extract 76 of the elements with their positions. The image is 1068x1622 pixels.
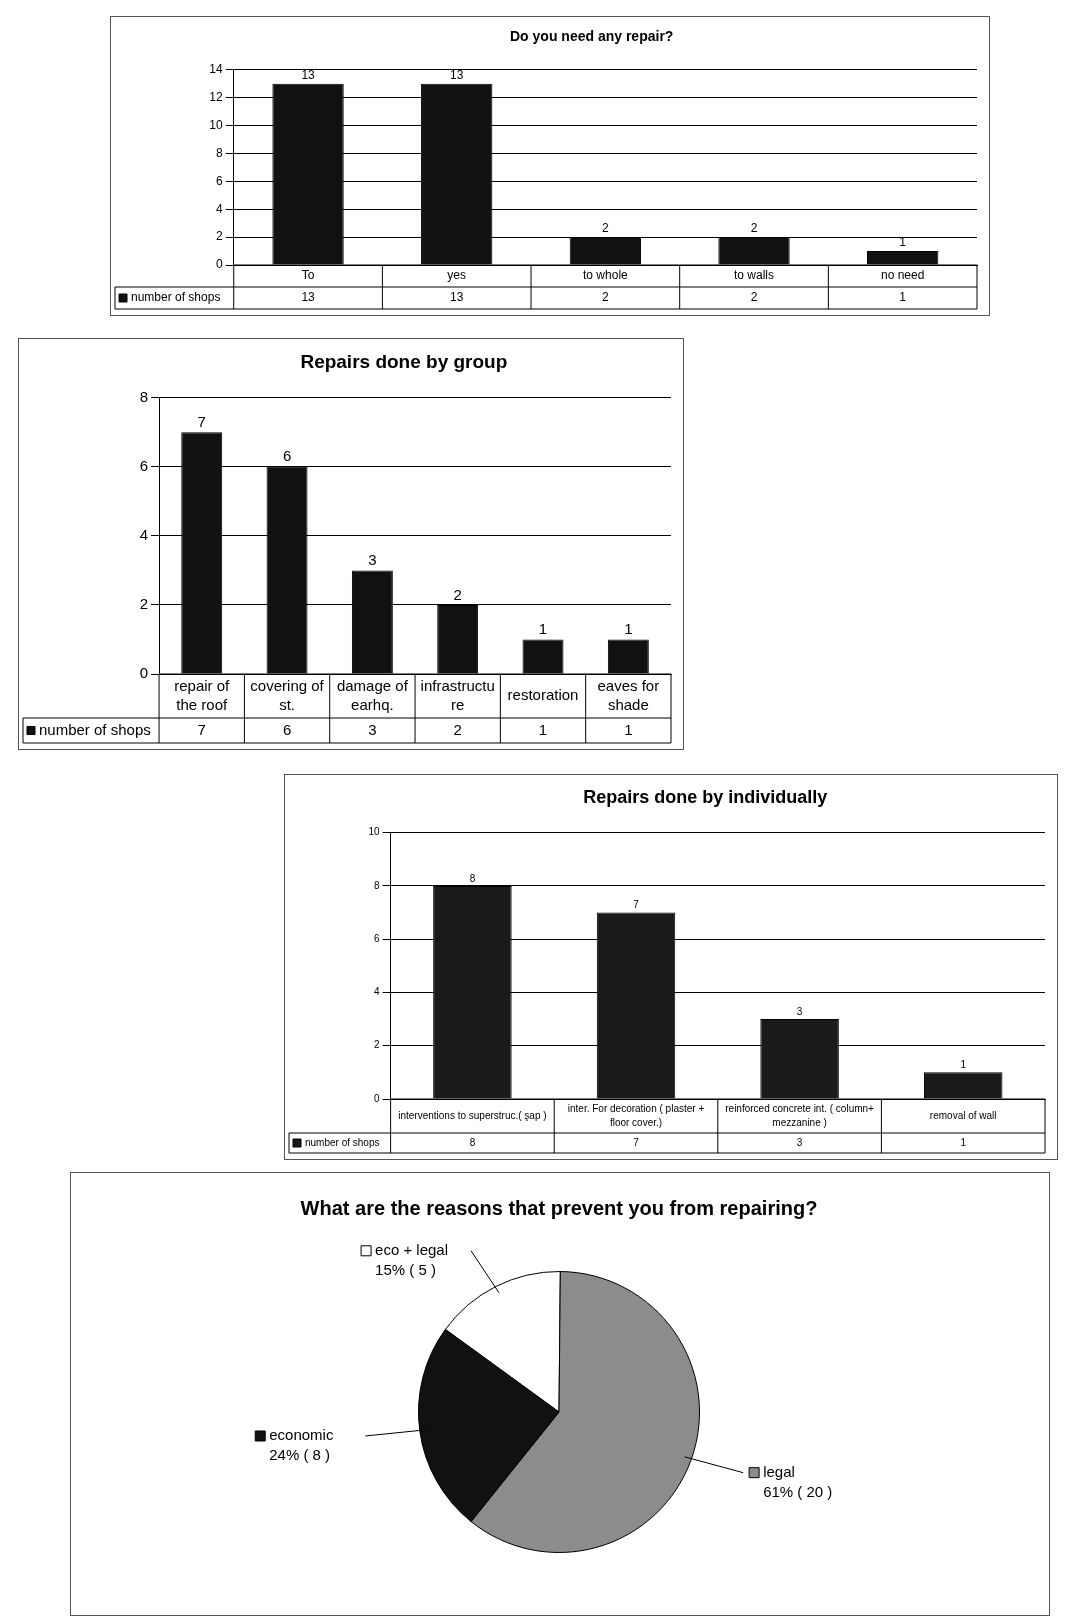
data-label: 1	[538, 720, 548, 738]
legend-label: eco + legal	[375, 1240, 449, 1258]
x-tick-label: no need	[880, 268, 925, 283]
annotation: 1	[960, 1059, 967, 1071]
annotation: 7	[197, 412, 206, 430]
y-tick-label: 0	[216, 257, 224, 272]
y-tick-label: 6	[216, 173, 224, 188]
x-tick-label: repair of the roof	[174, 676, 231, 713]
legend-label: number of shops	[131, 290, 221, 305]
data-label: 1	[960, 1136, 967, 1148]
annotation: 3	[796, 1005, 803, 1017]
x-tick-label: infrastructure	[420, 676, 495, 713]
y-tick-label: 2	[216, 229, 224, 244]
y-tick-label: 4	[139, 526, 149, 544]
y-tick-label: 4	[216, 201, 224, 216]
data-label: 1	[624, 720, 633, 738]
annotation: 2	[750, 221, 758, 236]
y-tick-label: 2	[374, 1039, 381, 1051]
data-label: 6	[282, 720, 292, 738]
x-tick-label: interventions to superstruc.( şap )	[398, 1109, 547, 1121]
data-label: 3	[796, 1136, 803, 1148]
data-label: 7	[633, 1136, 640, 1148]
data-label: 13	[450, 290, 464, 305]
y-tick-label: 2	[139, 595, 149, 613]
chart-title: What are the reasons that prevent you from repairing?	[300, 1196, 818, 1219]
annotation: 1	[624, 620, 633, 638]
data-label: 3	[368, 720, 377, 738]
y-tick-label: 10	[368, 826, 381, 838]
chart-title: Do you need any repair?	[510, 28, 674, 45]
data-label: 2	[750, 290, 758, 305]
annotation: 6	[282, 447, 292, 465]
y-tick-label: 10	[209, 117, 224, 132]
x-tick-label: covering of st.	[250, 676, 325, 713]
annotation: 2	[453, 585, 462, 603]
y-tick-label: 0	[139, 664, 149, 682]
data-label: 8	[469, 1136, 476, 1148]
annotation: 13	[301, 68, 316, 83]
data-label: 1	[899, 290, 907, 305]
annotation: 13	[450, 68, 464, 83]
y-tick-label: 4	[374, 986, 381, 998]
annotation: 3	[368, 551, 377, 569]
legend-label: legal	[763, 1462, 795, 1480]
data-label: 2	[602, 290, 610, 305]
y-tick-label: 8	[216, 145, 224, 160]
data-label: 13	[301, 290, 316, 305]
x-tick-label: removal of wall	[929, 1109, 997, 1121]
annotation: 1	[538, 620, 548, 638]
x-tick-label: yes	[447, 268, 467, 283]
y-tick-label: 0	[374, 1092, 381, 1104]
x-tick-label: reinforced concrete int. ( column+ mezzanine )	[725, 1102, 875, 1128]
x-tick-label: to whole	[583, 268, 629, 283]
y-tick-label: 14	[209, 62, 224, 77]
x-tick-label: To	[301, 268, 315, 283]
x-tick-label: damage of earhq.	[336, 676, 409, 713]
data-label: 2	[453, 720, 462, 738]
y-tick-label: 6	[139, 456, 149, 474]
data-label: 15% ( 5 )	[375, 1260, 436, 1278]
x-tick-label: to walls	[734, 268, 775, 283]
legend-label: number of shops	[305, 1136, 380, 1148]
data-label: 61% ( 20 )	[763, 1482, 833, 1500]
data-label: 24% ( 8 )	[269, 1446, 331, 1464]
chart-title: Repairs done by individually	[583, 786, 828, 807]
annotation: 2	[602, 221, 610, 236]
annotation: 8	[469, 872, 476, 884]
y-tick-label: 8	[374, 879, 381, 891]
legend-label: economic	[269, 1426, 334, 1444]
y-tick-label: 12	[209, 90, 224, 104]
legend-label: number of shops	[39, 720, 151, 738]
data-label: 7	[197, 720, 206, 738]
x-tick-label: inter. For decoration ( plaster + floor cover.)	[567, 1102, 705, 1128]
annotation: 7	[633, 899, 640, 911]
chart-title: Repairs done by group	[300, 350, 508, 372]
y-tick-label: 6	[374, 932, 381, 944]
x-tick-label: eaves for shade	[597, 676, 660, 713]
x-tick-label: restoration	[507, 686, 579, 704]
y-tick-label: 8	[139, 387, 149, 405]
